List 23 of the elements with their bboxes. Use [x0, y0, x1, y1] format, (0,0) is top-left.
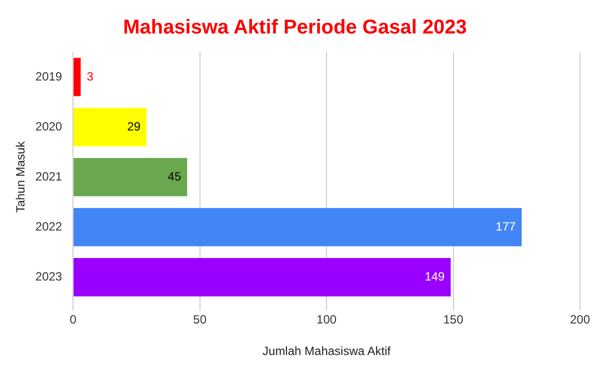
data-label: 177	[496, 219, 516, 234]
x-tick-label: 150	[443, 312, 464, 327]
x-tick-label: 0	[70, 312, 77, 327]
x-axis-title: Jumlah Mahasiswa Aktif	[262, 344, 392, 358]
y-tick-label: 2020	[35, 119, 62, 134]
bar	[74, 158, 188, 196]
bar	[74, 58, 81, 96]
bar	[74, 258, 451, 296]
chart-title: Mahasiswa Aktif Periode Gasal 2023	[123, 16, 467, 39]
y-tick-label: 2023	[35, 269, 62, 284]
data-label: 45	[168, 169, 182, 184]
y-axis-title: Tahun Masuk	[14, 140, 28, 213]
y-tick-label: 2021	[35, 169, 62, 184]
data-label: 29	[127, 119, 141, 134]
x-tick-label: 50	[193, 312, 207, 327]
data-label: 149	[424, 269, 446, 284]
x-tick-label: 100	[316, 312, 337, 327]
bar	[74, 108, 147, 146]
y-tick-label: 2019	[35, 69, 62, 84]
data-label: 3	[86, 69, 94, 84]
x-tick-label: 200	[570, 312, 590, 327]
bar	[74, 208, 522, 246]
y-tick-label: 2022	[35, 219, 62, 234]
